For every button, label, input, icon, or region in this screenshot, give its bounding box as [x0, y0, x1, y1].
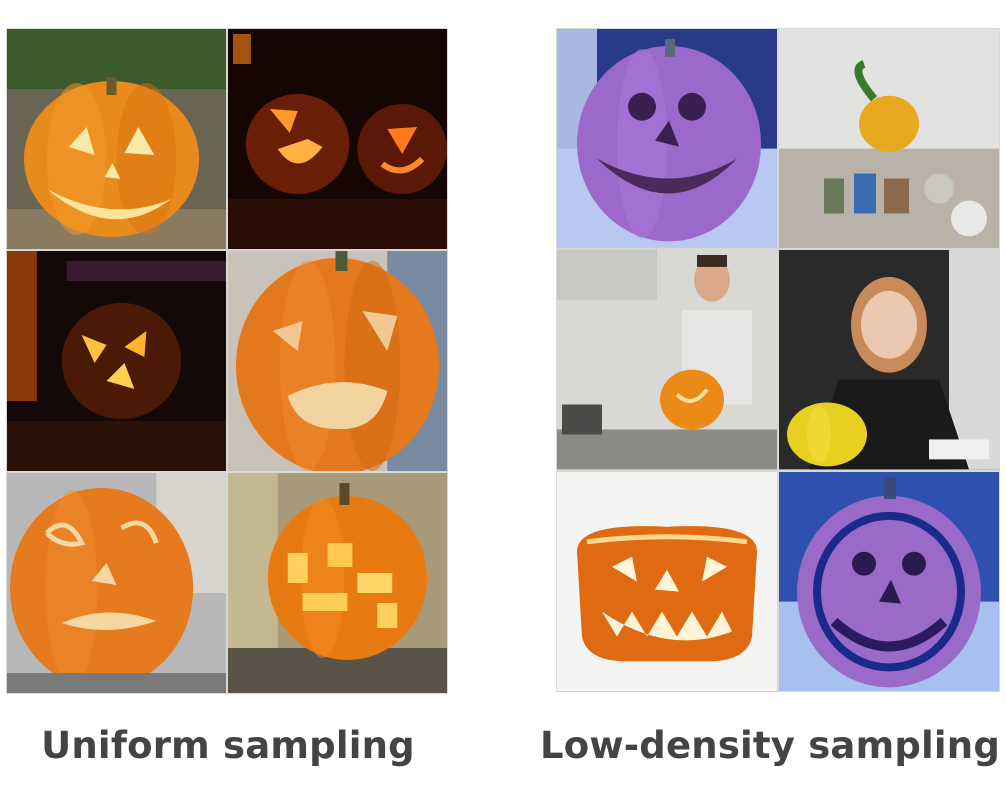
purple-pumpkin-blue-outline-image: [779, 471, 999, 691]
image-tile-glowing-pumpkins-night: [228, 29, 447, 249]
image-tile-pumpkin-curly-face: [7, 473, 226, 693]
lit-pumpkin-table-image: [228, 473, 447, 693]
caption-uniform-sampling: Uniform sampling: [41, 724, 415, 767]
image-tile-purple-pumpkin-blue-outline: [779, 471, 999, 691]
image-tile-pumpkin-big-mouth: [228, 251, 447, 471]
image-tile-lit-pumpkin-table: [228, 473, 447, 693]
image-tile-pumpkin-face-graphic: [557, 471, 777, 691]
pumpkin-face-graphic-image: [557, 471, 777, 691]
uniform-sampling-grid: [6, 28, 448, 694]
image-tile-glowing-pumpkin-dark: [7, 251, 226, 471]
image-tile-small-pumpkin-shelf: [779, 29, 999, 249]
glowing-pumpkin-dark-image: [7, 251, 226, 471]
pumpkin-daylight-smile-image: [7, 29, 226, 249]
glowing-pumpkins-night-image: [228, 29, 447, 249]
image-tile-man-holding-pumpkin: [557, 250, 777, 470]
small-pumpkin-shelf-image: [779, 29, 999, 249]
pumpkin-curly-face-image: [7, 473, 226, 693]
image-tile-pumpkin-daylight-smile: [7, 29, 226, 249]
purple-pumpkin-image: [557, 29, 777, 249]
low-density-sampling-grid: [556, 28, 1000, 692]
image-tile-girl-yellow-pumpkin: [779, 250, 999, 470]
image-tile-purple-pumpkin: [557, 29, 777, 249]
man-holding-pumpkin-image: [557, 250, 777, 470]
pumpkin-big-mouth-image: [228, 251, 447, 471]
girl-yellow-pumpkin-image: [779, 250, 999, 470]
caption-low-density-sampling: Low-density sampling: [539, 724, 1001, 767]
